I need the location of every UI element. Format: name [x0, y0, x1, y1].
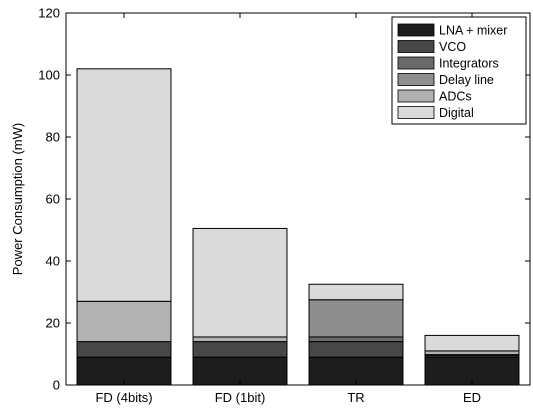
bar-segment — [76, 68, 172, 302]
y-axis-label: Power Consumption (mW) — [10, 123, 25, 275]
bar-segment — [76, 300, 172, 343]
bar-segment — [308, 336, 404, 343]
x-tick-label: FD (4bits) — [95, 390, 152, 405]
bar-segment — [192, 336, 288, 343]
bar-segment — [308, 341, 404, 358]
legend-label: Integrators — [439, 57, 499, 71]
x-tick-label: TR — [347, 390, 364, 405]
bar-segment — [424, 334, 520, 352]
plot-frame — [65, 12, 531, 386]
x-axis-ticks: FD (4bits) FD (1bit) TR ED — [95, 13, 481, 405]
bar-segment — [192, 341, 288, 358]
y-tick-label: 20 — [46, 316, 60, 331]
legend: LNA + mixer VCO Integrators Delay line ADCs D… — [391, 16, 527, 125]
y-tick-label: 120 — [38, 6, 60, 21]
y-tick-label: 60 — [46, 192, 60, 207]
legend-swatch — [397, 106, 435, 119]
y-tick-label: 100 — [38, 68, 60, 83]
legend-swatch — [397, 73, 435, 86]
x-tick-label: ED — [463, 390, 481, 405]
legend-swatch — [397, 89, 435, 103]
legend-swatch — [397, 40, 435, 53]
bar-segment — [192, 227, 288, 338]
y-tick-label: 40 — [46, 254, 60, 269]
bars — [76, 68, 520, 386]
legend-swatch — [397, 23, 435, 37]
legend-label: Delay line — [439, 73, 494, 87]
y-axis-ticks: 0 20 40 60 80 100 120 — [38, 6, 530, 393]
legend-swatch — [397, 56, 435, 70]
legend-label: ADCs — [439, 90, 472, 104]
y-tick-label: 80 — [46, 130, 60, 145]
x-tick-label: FD (1bit) — [215, 390, 266, 405]
bar-segment — [308, 299, 404, 338]
bar-segment — [308, 283, 404, 301]
bar-segment — [76, 341, 172, 358]
legend-label: Digital — [439, 106, 474, 120]
bar-segment — [424, 350, 520, 356]
legend-label: VCO — [439, 40, 466, 54]
legend-label: LNA + mixer — [439, 24, 507, 38]
y-tick-label: 0 — [53, 378, 60, 393]
